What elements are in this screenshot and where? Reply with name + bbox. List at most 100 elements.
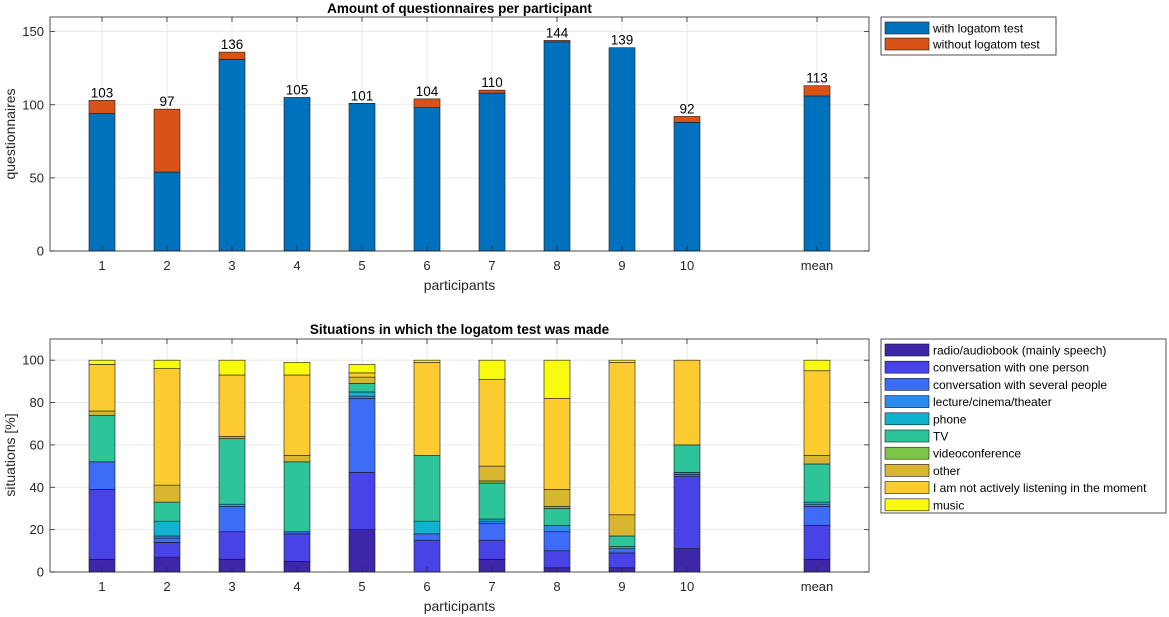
bar-segment (283, 361, 311, 376)
bar-segment (413, 539, 441, 573)
bar-segment (608, 47, 636, 252)
bar-segment (608, 514, 636, 537)
bar-segment (803, 455, 831, 465)
legend-label: other (933, 464, 960, 478)
bar-segment (153, 520, 181, 537)
y-axis-label: situations [%] (2, 413, 18, 496)
x-tick-label: 2 (163, 579, 170, 594)
bar-segment (218, 506, 246, 533)
bar-segment (283, 461, 311, 533)
total-labels: 103 97 136 105 101 104 110 144 139 92 113 (91, 25, 828, 116)
total-label: 110 (481, 75, 503, 90)
legend-label: phone (933, 412, 967, 426)
total-label: 113 (806, 71, 828, 86)
legend-swatch (884, 429, 930, 443)
bar-segment (803, 359, 831, 372)
bar-segment (153, 537, 181, 543)
bar-segment (478, 465, 506, 482)
bar-segment (608, 361, 636, 516)
chart-title: Situations in which the logatom test was… (310, 322, 610, 337)
bar-segment (608, 552, 636, 569)
legend-swatch (884, 498, 930, 512)
legend-swatch (884, 37, 930, 51)
legend-label: I am not actively listening in the momen… (933, 481, 1147, 495)
bar-segment (803, 506, 831, 526)
bar-segment (348, 398, 376, 473)
x-axis-label: participants (424, 277, 496, 293)
bar-segment (348, 102, 376, 252)
legend-label: lecture/cinema/theater (933, 395, 1052, 409)
bar-segment (608, 548, 636, 554)
legend-label: radio/audiobook (mainly speech) (933, 344, 1106, 358)
bar-segment (283, 533, 311, 562)
x-tick-label: 5 (358, 258, 365, 273)
bar-segment (348, 395, 376, 399)
x-tick-label: 4 (293, 579, 300, 594)
x-axis-label: participants (424, 598, 496, 614)
bar-segment (543, 489, 571, 507)
legend-label: without logatom test (932, 38, 1040, 52)
legend-label: music (933, 498, 964, 512)
bar-segment (803, 85, 831, 97)
bar-segment (153, 171, 181, 252)
bar-segment (803, 370, 831, 456)
x-tick-label: 3 (228, 579, 235, 594)
bar-segment (88, 414, 116, 463)
x-tick-label: 1 (98, 258, 105, 273)
bar-segment (803, 501, 831, 505)
total-label: 139 (611, 33, 634, 48)
legend-label: videoconference (933, 447, 1021, 461)
bar-segment (543, 398, 571, 490)
bar-segment (348, 383, 376, 393)
bar-segment (153, 484, 181, 503)
bar-segment (673, 472, 701, 475)
y-tick-label: 20 (30, 522, 44, 537)
bar-segment (153, 368, 181, 486)
y-axis-label: questionnaires (2, 88, 18, 179)
bar-segment (88, 461, 116, 490)
x-tick-label: 1 (98, 579, 105, 594)
bar-segment (478, 518, 506, 522)
bar-segment (803, 95, 831, 252)
bar-segment (348, 472, 376, 530)
x-tick-label: 9 (618, 579, 625, 594)
y-ticks: 0 20 40 60 80 100 (22, 353, 869, 580)
x-tick-label: mean (801, 258, 834, 273)
bar-segment (478, 89, 506, 94)
bar-segment (543, 506, 571, 509)
x-ticks: 1 2 3 4 5 6 7 8 9 10 mean (98, 339, 833, 594)
legend-swatch (884, 360, 930, 374)
bar-segment (218, 531, 246, 560)
bar-segment (153, 535, 181, 539)
legend-swatch (884, 464, 930, 477)
bar-segment (413, 533, 441, 541)
total-label: 104 (416, 84, 439, 99)
bar-segment (673, 359, 701, 446)
bar-segment (478, 482, 506, 520)
legend-label: TV (933, 430, 948, 444)
y-tick-label: 60 (30, 437, 44, 452)
bar-segment (673, 116, 701, 123)
legend: radio/audiobook (mainly speech) conversat… (880, 338, 1167, 514)
x-tick-label: 10 (680, 258, 694, 273)
bar-segment (283, 97, 311, 252)
bar-segment (413, 520, 441, 535)
bar-segment (348, 364, 376, 374)
bar-segment (348, 529, 376, 573)
bar-segment (673, 474, 701, 477)
bar-segment (413, 455, 441, 522)
legend-label: conversation with one person (933, 361, 1089, 375)
bar-segment (543, 359, 571, 399)
total-label: 101 (351, 88, 374, 103)
bar-segment (608, 535, 636, 547)
bar-segment (283, 531, 311, 535)
x-tick-label: 8 (553, 579, 560, 594)
legend-swatch (884, 343, 930, 357)
chart-situations: 0 20 40 60 80 100 1 2 3 4 5 6 7 8 9 10 mean Situations … (2, 322, 1167, 614)
bar-segment (153, 542, 181, 558)
legend-swatch (884, 481, 930, 494)
bars (88, 359, 831, 573)
bar-segment (543, 508, 571, 526)
bar-segment (348, 372, 376, 378)
legend-swatch (884, 412, 930, 426)
